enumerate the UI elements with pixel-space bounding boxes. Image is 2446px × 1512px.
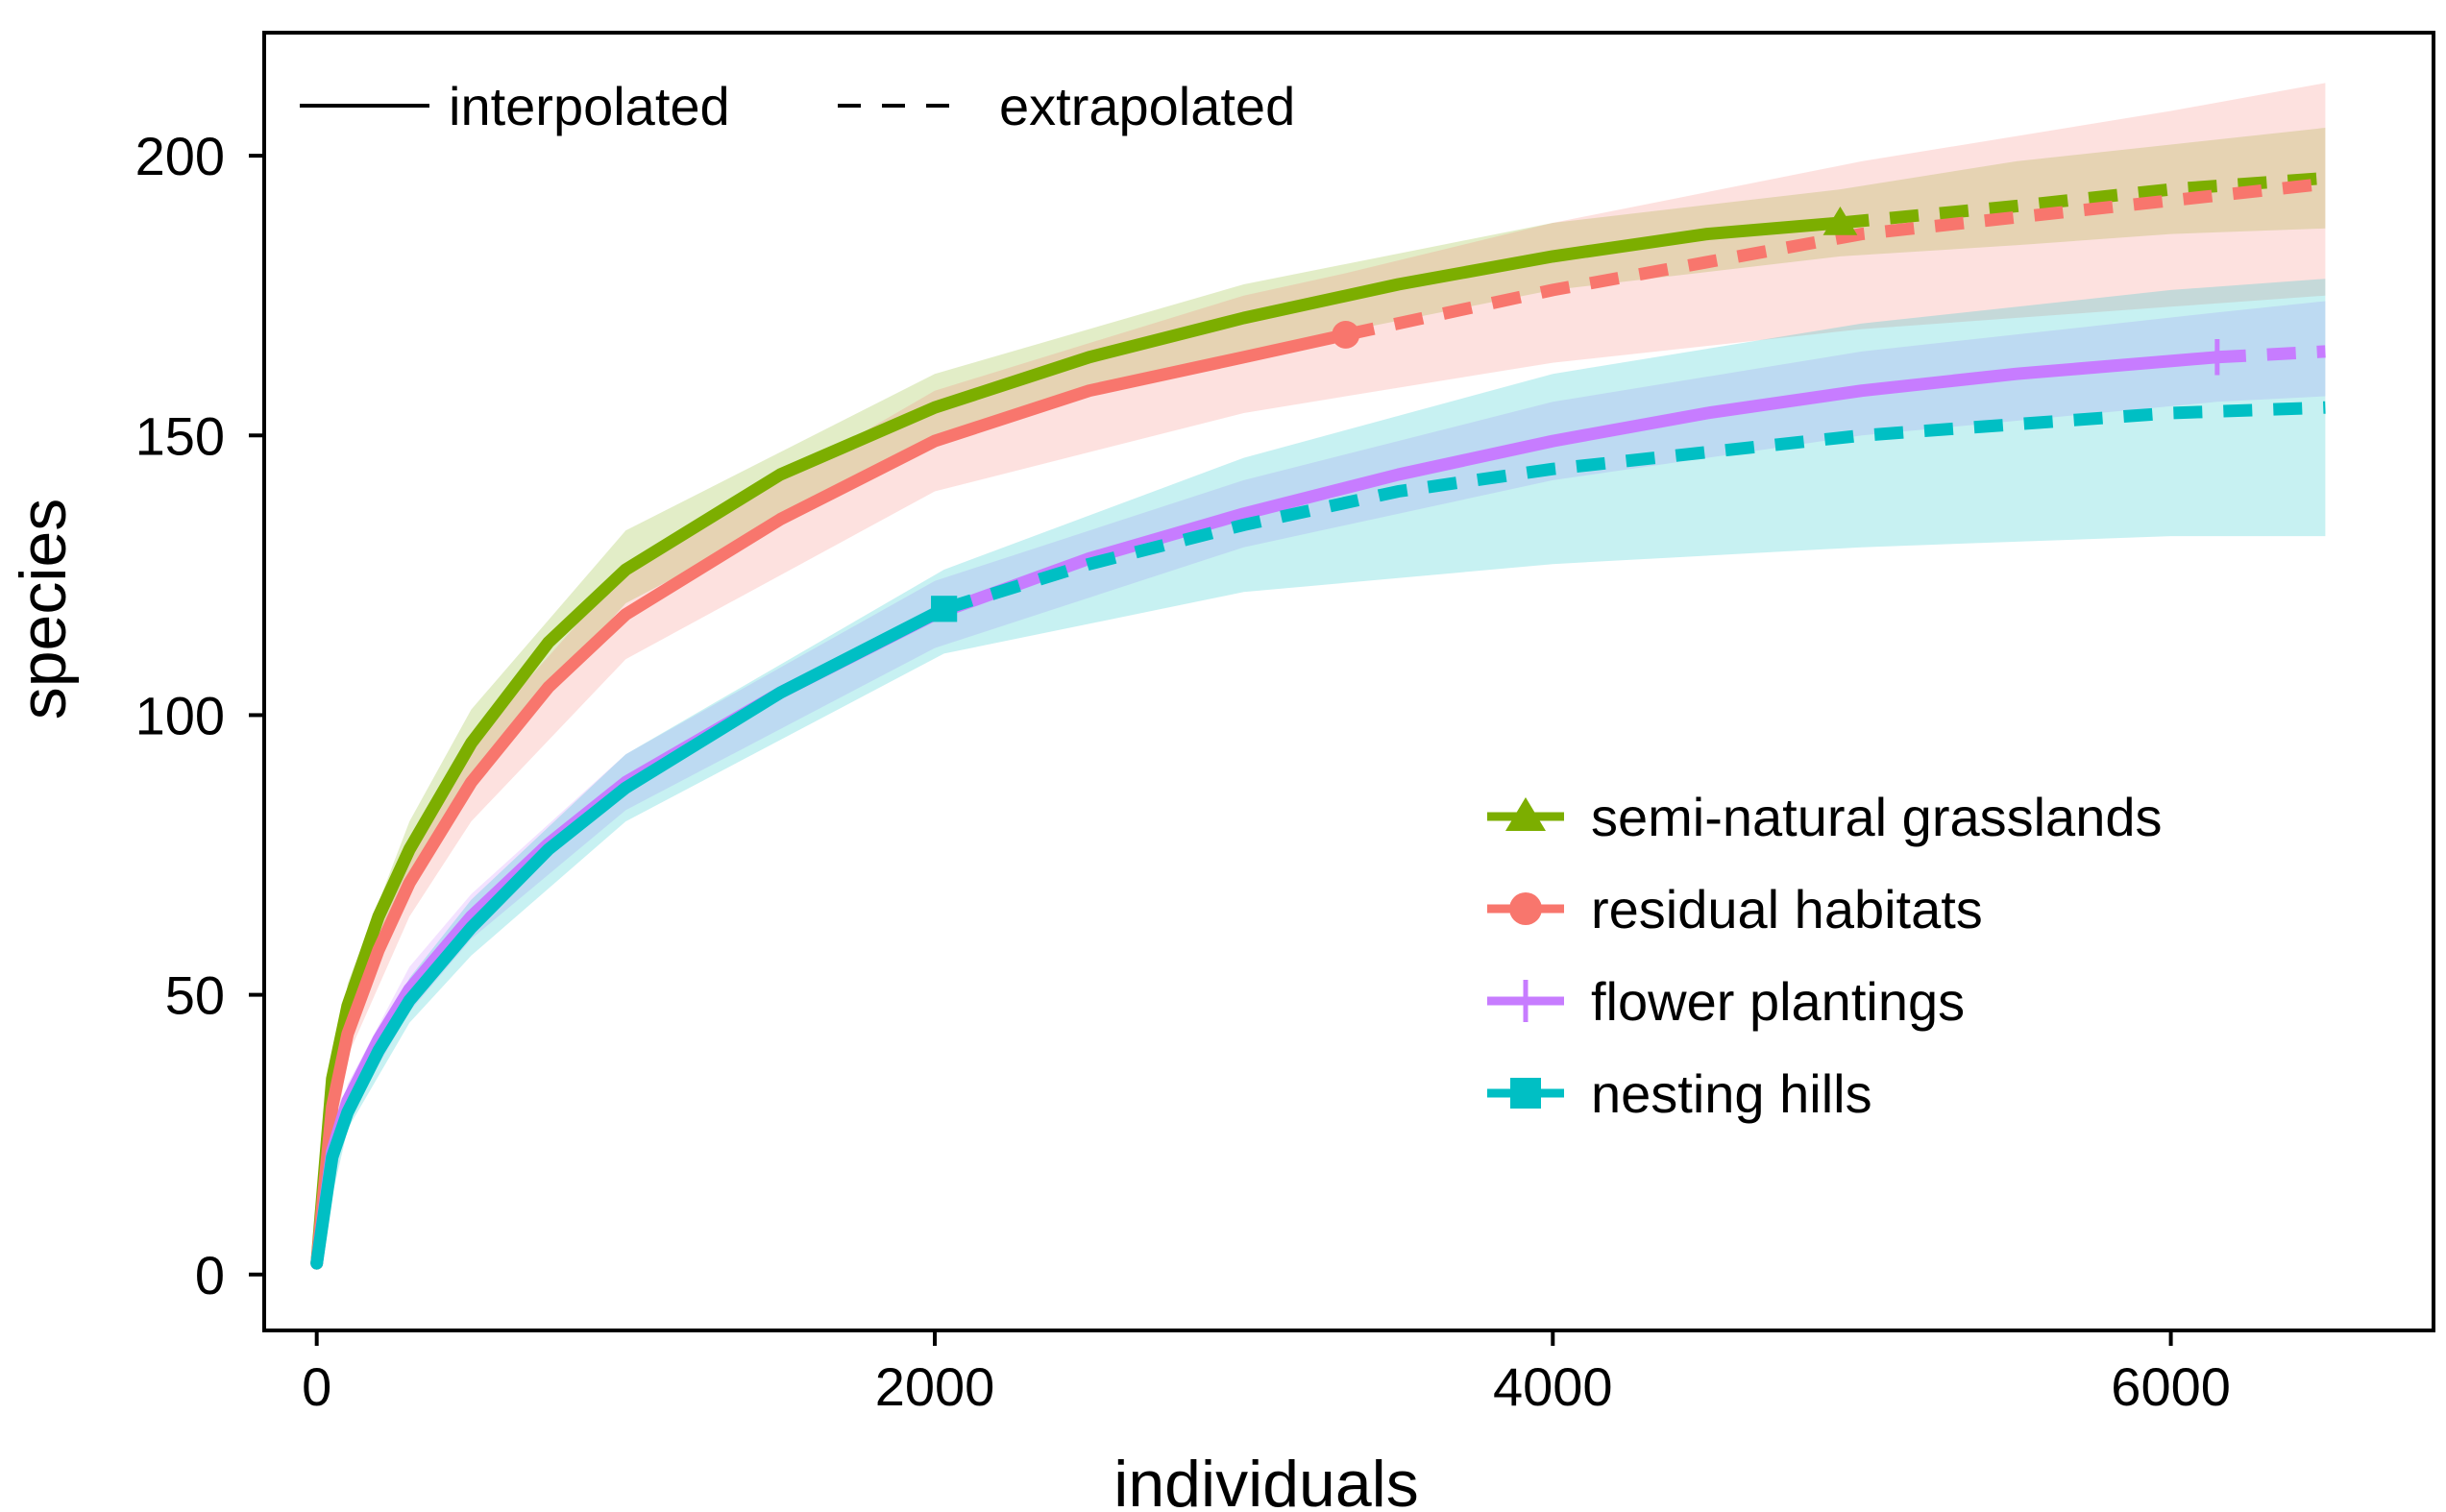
legend-item-residual-habitats: residual habitats xyxy=(1487,879,1983,939)
legend-item-nesting-hills: nesting hills xyxy=(1487,1063,1872,1124)
y-tick-label: 100 xyxy=(135,685,225,745)
legend-label: nesting hills xyxy=(1591,1063,1872,1124)
x-tick-label: 4000 xyxy=(1493,1356,1613,1417)
x-tick-label: 2000 xyxy=(875,1356,995,1417)
legend-label: residual habitats xyxy=(1591,879,1983,939)
nesting-hills-confidence-band xyxy=(316,279,2326,1264)
semi-natural-grasslands-observed-point xyxy=(1822,206,1858,235)
nesting-hills-observed-point xyxy=(931,596,958,622)
plot-panel-border xyxy=(262,31,2435,1332)
legend-label: flower plantings xyxy=(1591,971,1965,1032)
series-lines xyxy=(310,171,2327,1270)
nesting-hills-extrapolated-line xyxy=(942,401,2326,616)
flower-plantings-observed-point xyxy=(2199,339,2236,376)
legend-marker-plus xyxy=(1504,980,1547,1022)
residual-habitats-observed-point xyxy=(1332,321,1360,349)
legend-label-extrapolated: extrapolated xyxy=(999,76,1295,136)
linetype-legend: interpolated extrapolated xyxy=(300,76,1295,136)
legend-item-semi-natural-grasslands: semi-natural grasslands xyxy=(1487,787,2162,847)
color-legend: semi-natural grasslands residual habitats… xyxy=(1487,787,2162,1124)
legend-label: semi-natural grasslands xyxy=(1591,787,2162,847)
nesting-hills-interpolated-line xyxy=(310,602,951,1270)
residual-habitats-extrapolated-line xyxy=(1344,177,2327,341)
y-axis-title: species xyxy=(7,499,80,720)
y-tick-label: 0 xyxy=(195,1245,225,1305)
flower-plantings-extrapolated-line xyxy=(2216,345,2326,364)
legend-marker-triangle xyxy=(1505,797,1546,831)
semi-natural-grasslands-extrapolated-line xyxy=(1839,171,2326,230)
semi-natural-grasslands-interpolated-line xyxy=(310,216,1847,1270)
residual-habitats-interpolated-line xyxy=(310,329,1353,1270)
x-axis-title: individuals xyxy=(1113,1448,1419,1512)
axes: 0 2000 4000 6000 0 50 100 150 200 xyxy=(135,126,2231,1417)
y-tick-label: 50 xyxy=(165,965,225,1026)
legend-marker-square xyxy=(1510,1078,1541,1109)
legend-marker-circle xyxy=(1509,892,1542,925)
legend-label-interpolated: interpolated xyxy=(449,76,730,136)
observed-markers xyxy=(931,206,2236,622)
x-tick-label: 6000 xyxy=(2111,1356,2231,1417)
y-tick-label: 150 xyxy=(135,405,225,466)
y-tick-label: 200 xyxy=(135,126,225,186)
x-tick-label: 0 xyxy=(302,1356,331,1417)
legend-item-flower-plantings: flower plantings xyxy=(1487,971,1965,1032)
residual-habitats-confidence-band xyxy=(316,83,2326,1264)
